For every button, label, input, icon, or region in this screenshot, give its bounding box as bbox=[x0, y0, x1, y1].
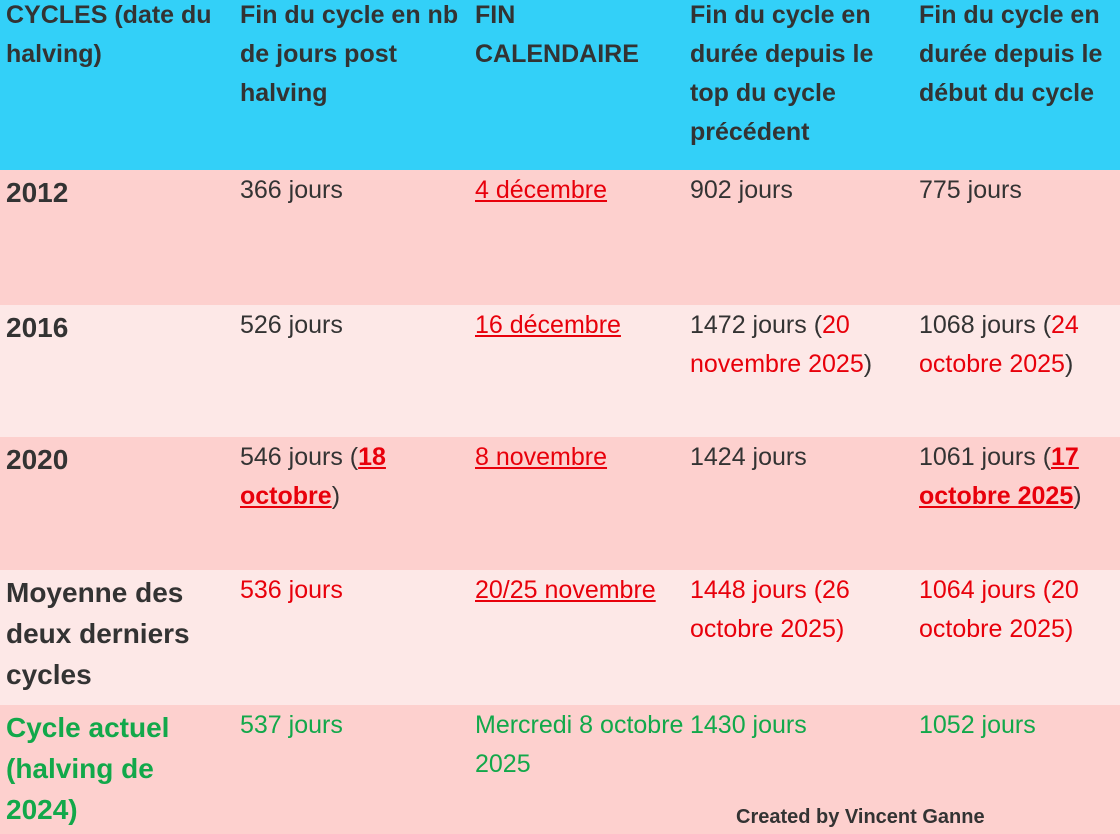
cell-text: 537 jours bbox=[240, 711, 343, 739]
column-header: Fin du cycle en nb de jours post halving bbox=[240, 1, 459, 107]
cell-text: 1430 jours bbox=[690, 711, 807, 739]
cell-text: 20 novembre 2025 bbox=[690, 311, 864, 378]
credit-text: Created by Vincent Ganne bbox=[736, 806, 985, 828]
table-cell: 1061 jours (17 octobre 2025) bbox=[919, 438, 1120, 516]
header-row: CYCLES (date du halving) Fin du cycle en … bbox=[0, 0, 1120, 170]
cell-text: 546 jours ( bbox=[240, 443, 359, 471]
cell-text: 775 jours bbox=[919, 176, 1022, 204]
table-row: 2012 366 jours 4 décembre 902 jours 775 jour… bbox=[0, 170, 1120, 305]
table-row: 2020 546 jours (18 octobre) 8 novembre 1424… bbox=[0, 437, 1120, 570]
column-header: CYCLES (date du halving) bbox=[6, 1, 212, 68]
table-cell: 1430 jours bbox=[690, 706, 915, 745]
row-label: 2016 bbox=[6, 308, 232, 349]
cell-text: 1472 jours ( bbox=[690, 311, 823, 339]
table-cell: 366 jours bbox=[240, 171, 468, 210]
table-cell: 775 jours bbox=[919, 171, 1120, 210]
table-cell: 1448 jours (26 octobre 2025) bbox=[690, 571, 915, 649]
row-label: 2020 bbox=[6, 440, 232, 481]
cell-text: 24 octobre 2025 bbox=[919, 311, 1079, 378]
table-cell: 4 décembre bbox=[475, 171, 685, 210]
table-row: Cycle actuel (halving de 2024) 537 jours M… bbox=[0, 705, 1120, 834]
cell-text: ) bbox=[1064, 350, 1074, 378]
cell-text: Cycle actuel (halving de 2024) bbox=[6, 712, 170, 825]
cell-text: ) bbox=[331, 482, 341, 510]
cell-text: 2016 bbox=[6, 312, 69, 343]
table-cell: 16 décembre bbox=[475, 306, 685, 345]
cell-text: 536 jours bbox=[240, 576, 343, 604]
table-cell: 526 jours bbox=[240, 306, 468, 345]
table-cell: 1424 jours bbox=[690, 438, 915, 477]
cell-text: Mercredi 8 octobre 2025 bbox=[475, 711, 684, 778]
cell-text: 1448 jours (26 octobre 2025) bbox=[690, 576, 850, 643]
table-cell: 537 jours bbox=[240, 706, 468, 745]
date-link[interactable]: 8 novembre bbox=[475, 443, 608, 471]
date-link[interactable]: 18 octobre bbox=[240, 443, 386, 510]
date-link[interactable]: 20/25 novembre bbox=[475, 576, 656, 604]
cell-text: 1424 jours bbox=[690, 443, 807, 471]
column-header: FIN CALENDAIRE bbox=[475, 1, 639, 68]
table-cell: 1064 jours (20 octobre 2025) bbox=[919, 571, 1120, 649]
cell-text: 1068 jours ( bbox=[919, 311, 1052, 339]
date-link[interactable]: 16 décembre bbox=[475, 311, 621, 339]
date-link[interactable]: 4 décembre bbox=[475, 176, 608, 204]
row-label: Cycle actuel (halving de 2024) bbox=[6, 708, 232, 831]
table-cell: 536 jours bbox=[240, 571, 468, 610]
table-cell: Mercredi 8 octobre 2025 bbox=[475, 706, 685, 784]
cell-text: ) bbox=[863, 350, 873, 378]
column-header: Fin du cycle en durée depuis le top du c… bbox=[690, 1, 874, 146]
table-cell: 1068 jours (24 octobre 2025) bbox=[919, 306, 1120, 384]
table-cell: 1052 jours bbox=[919, 706, 1120, 745]
cell-text: 1052 jours bbox=[919, 711, 1036, 739]
cell-text: 1064 jours (20 octobre 2025) bbox=[919, 576, 1079, 643]
table-row: 2016 526 jours 16 décembre 1472 jours (20 n… bbox=[0, 305, 1120, 437]
cell-text: 526 jours bbox=[240, 311, 343, 339]
cell-text: ) bbox=[1073, 482, 1082, 510]
table-row: Moyenne des deux derniers cycles 536 jour… bbox=[0, 570, 1120, 705]
cell-text: 2020 bbox=[6, 444, 69, 475]
row-label: Moyenne des deux derniers cycles bbox=[6, 573, 232, 696]
row-label: 2012 bbox=[6, 173, 232, 214]
date-link[interactable]: 17 octobre 2025 bbox=[919, 443, 1079, 510]
cell-text: 2012 bbox=[6, 177, 69, 208]
cell-text: Moyenne des deux derniers cycles bbox=[6, 577, 190, 690]
table-cell: 8 novembre bbox=[475, 438, 685, 477]
column-header: Fin du cycle en durée depuis le début du… bbox=[919, 1, 1103, 107]
cell-text: 366 jours bbox=[240, 176, 343, 204]
cell-text: 1061 jours ( bbox=[919, 443, 1052, 471]
table-cell: 1472 jours (20 novembre 2025) bbox=[690, 306, 915, 384]
table-cell: 546 jours (18 octobre) bbox=[240, 438, 468, 516]
table-cell: 20/25 novembre bbox=[475, 571, 685, 610]
table-cell: 902 jours bbox=[690, 171, 915, 210]
cell-text: 902 jours bbox=[690, 176, 793, 204]
